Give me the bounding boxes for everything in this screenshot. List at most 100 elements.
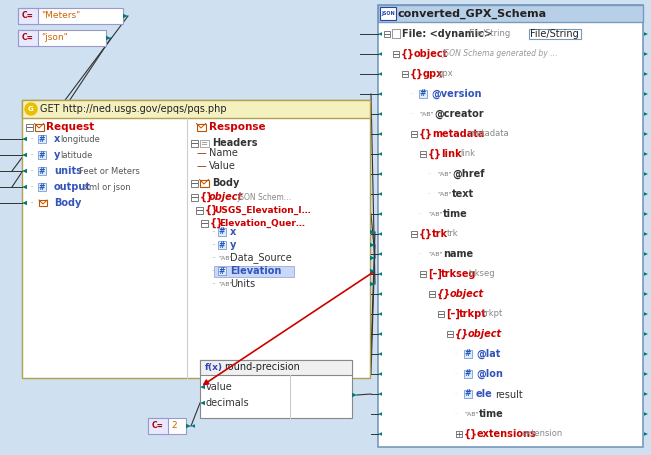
Polygon shape	[378, 52, 382, 56]
Polygon shape	[644, 252, 648, 256]
Text: Headers: Headers	[212, 138, 258, 148]
FancyBboxPatch shape	[214, 266, 294, 277]
Text: {}: {}	[437, 289, 451, 299]
Text: ··: ··	[30, 184, 35, 190]
FancyBboxPatch shape	[392, 29, 400, 38]
Polygon shape	[644, 332, 648, 336]
Text: object: object	[414, 49, 449, 59]
FancyBboxPatch shape	[38, 151, 46, 159]
Text: ··: ··	[30, 168, 35, 174]
FancyBboxPatch shape	[420, 151, 426, 157]
Polygon shape	[22, 185, 27, 189]
Text: time: time	[479, 409, 504, 419]
FancyBboxPatch shape	[200, 140, 209, 147]
FancyBboxPatch shape	[218, 241, 226, 249]
Polygon shape	[378, 432, 382, 436]
Text: ··: ··	[211, 242, 215, 248]
Polygon shape	[370, 269, 375, 273]
FancyBboxPatch shape	[148, 418, 186, 434]
Text: Value: Value	[209, 161, 236, 171]
FancyBboxPatch shape	[191, 180, 197, 187]
Text: C=: C=	[22, 11, 34, 20]
Polygon shape	[378, 352, 382, 356]
Text: "AB": "AB"	[428, 212, 443, 217]
Polygon shape	[644, 32, 648, 36]
Text: ··: ··	[427, 192, 431, 197]
Text: ··: ··	[211, 255, 215, 261]
Text: #: #	[465, 389, 471, 399]
FancyBboxPatch shape	[35, 123, 44, 131]
Text: =: =	[201, 139, 208, 148]
FancyBboxPatch shape	[456, 431, 462, 437]
Text: "Meters": "Meters"	[41, 11, 80, 20]
Text: —: —	[196, 161, 206, 171]
FancyBboxPatch shape	[378, 5, 643, 22]
Polygon shape	[370, 243, 375, 247]
Polygon shape	[644, 172, 648, 176]
Text: ··: ··	[211, 281, 215, 287]
Text: trk: trk	[432, 229, 448, 239]
Polygon shape	[22, 169, 27, 173]
Text: Body: Body	[54, 198, 81, 208]
Polygon shape	[644, 372, 648, 376]
Polygon shape	[644, 92, 648, 96]
Polygon shape	[22, 153, 27, 157]
Text: object: object	[468, 329, 502, 339]
Text: USGS_Elevation_I…: USGS_Elevation_I…	[214, 205, 311, 215]
Text: G: G	[28, 106, 34, 112]
Text: x: x	[54, 134, 61, 144]
Text: File/String: File/String	[469, 30, 511, 39]
FancyBboxPatch shape	[420, 271, 426, 277]
Polygon shape	[378, 292, 382, 296]
Polygon shape	[644, 292, 648, 296]
Text: result: result	[495, 390, 523, 400]
FancyBboxPatch shape	[39, 200, 47, 206]
Polygon shape	[644, 192, 648, 196]
Text: Name: Name	[209, 148, 238, 158]
Text: —: —	[196, 148, 206, 158]
Text: Elevation_Quer…: Elevation_Quer…	[219, 218, 305, 228]
Text: {}: {}	[401, 49, 415, 59]
Text: y: y	[230, 240, 236, 250]
Polygon shape	[644, 352, 648, 356]
Text: time: time	[443, 209, 468, 219]
Polygon shape	[352, 393, 357, 397]
Text: @version: @version	[431, 89, 482, 99]
Text: JSON: JSON	[381, 11, 395, 16]
Text: y: y	[54, 150, 61, 160]
Text: trkseg: trkseg	[441, 269, 477, 279]
FancyBboxPatch shape	[402, 71, 408, 77]
FancyBboxPatch shape	[18, 30, 38, 46]
Text: link: link	[441, 149, 462, 159]
FancyBboxPatch shape	[191, 193, 197, 201]
Text: output: output	[54, 182, 91, 192]
Text: gpx: gpx	[423, 69, 443, 79]
Text: Elevation: Elevation	[230, 266, 281, 276]
Text: ··: ··	[211, 229, 215, 235]
Polygon shape	[644, 432, 648, 436]
Text: #: #	[465, 349, 471, 359]
Text: #: #	[39, 135, 45, 143]
Text: #: #	[465, 369, 471, 379]
Text: round-precision: round-precision	[224, 363, 300, 373]
Text: C=: C=	[152, 421, 164, 430]
Polygon shape	[370, 230, 375, 234]
FancyBboxPatch shape	[380, 7, 396, 20]
Text: ··: ··	[211, 268, 215, 274]
Polygon shape	[644, 232, 648, 236]
Text: ··: ··	[30, 136, 35, 142]
Text: f(x): f(x)	[205, 363, 223, 372]
Polygon shape	[378, 152, 382, 156]
Polygon shape	[644, 72, 648, 76]
Polygon shape	[200, 385, 205, 389]
FancyBboxPatch shape	[195, 207, 202, 213]
Polygon shape	[186, 424, 191, 428]
FancyBboxPatch shape	[411, 131, 417, 137]
FancyBboxPatch shape	[18, 8, 123, 24]
FancyBboxPatch shape	[384, 31, 390, 37]
FancyBboxPatch shape	[393, 51, 399, 57]
Text: @creator: @creator	[434, 109, 484, 119]
Text: x: x	[230, 227, 236, 237]
Polygon shape	[378, 192, 382, 196]
FancyBboxPatch shape	[38, 135, 46, 143]
